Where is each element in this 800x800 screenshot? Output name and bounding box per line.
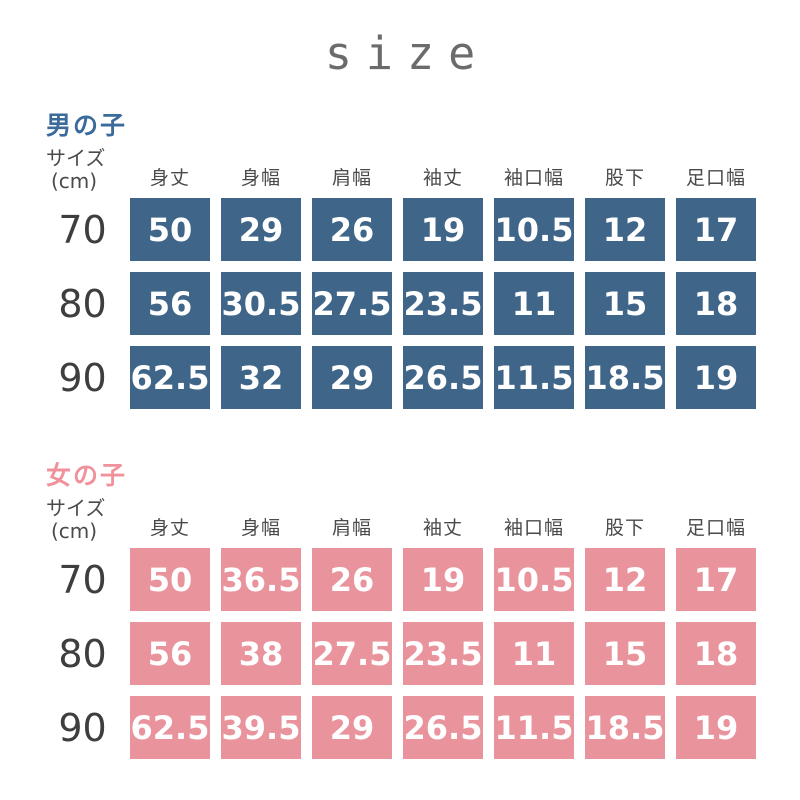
size-cell: 62.5 <box>130 346 210 409</box>
column-header-inseam: 股下 <box>604 517 645 539</box>
column-header-sleeve-length: 袖丈 <box>422 517 463 539</box>
size-unit-label: サイズ (cm) <box>46 147 119 196</box>
girls-header-row: サイズ (cm) 身丈 身幅 肩幅 袖丈 袖口幅 股下 足口幅 <box>46 492 758 546</box>
column-header-cuff-width: 袖口幅 <box>503 167 564 189</box>
column-header-shoulder-width: 肩幅 <box>331 517 372 539</box>
column-header-inseam: 股下 <box>604 167 645 189</box>
boys-section-title: 男の子 <box>46 111 128 140</box>
size-cell: 18 <box>676 622 756 685</box>
size-unit-text: (cm) <box>51 169 98 193</box>
row-label: 70 <box>58 557 107 602</box>
girls-table: 70 50 36.5 26 19 10.5 12 17 80 56 38 27.… <box>46 548 758 759</box>
size-cell: 15 <box>585 622 665 685</box>
size-cell: 10.5 <box>494 198 574 261</box>
size-cell: 62.5 <box>130 696 210 759</box>
row-label: 80 <box>58 631 107 676</box>
column-header-body-length: 身丈 <box>149 517 190 539</box>
size-label-text: サイズ <box>46 146 106 170</box>
size-label-text: サイズ <box>46 496 106 520</box>
size-cell: 23.5 <box>403 272 483 335</box>
size-cell: 18 <box>676 272 756 335</box>
size-cell: 19 <box>676 346 756 409</box>
size-cell: 11 <box>494 622 574 685</box>
size-cell: 56 <box>130 622 210 685</box>
size-cell: 29 <box>312 696 392 759</box>
size-cell: 27.5 <box>312 272 392 335</box>
size-cell: 39.5 <box>221 696 301 759</box>
size-cell: 26.5 <box>403 346 483 409</box>
size-cell: 11 <box>494 272 574 335</box>
size-cell: 11.5 <box>494 346 574 409</box>
size-cell: 18.5 <box>585 696 665 759</box>
size-cell: 12 <box>585 198 665 261</box>
size-cell: 26 <box>312 198 392 261</box>
size-cell: 29 <box>221 198 301 261</box>
row-label: 80 <box>58 281 107 326</box>
column-header-leg-opening: 足口幅 <box>685 517 746 539</box>
girls-section-title: 女の子 <box>46 461 128 490</box>
size-cell: 19 <box>403 548 483 611</box>
size-cell: 19 <box>403 198 483 261</box>
size-cell: 56 <box>130 272 210 335</box>
column-header-leg-opening: 足口幅 <box>685 167 746 189</box>
size-cell: 27.5 <box>312 622 392 685</box>
column-header-sleeve-length: 袖丈 <box>422 167 463 189</box>
size-cell: 29 <box>312 346 392 409</box>
size-cell: 17 <box>676 548 756 611</box>
size-cell: 26.5 <box>403 696 483 759</box>
page-title: size <box>324 27 490 80</box>
boys-table: 70 50 29 26 19 10.5 12 17 80 56 30.5 27.… <box>46 198 758 409</box>
row-label: 90 <box>58 705 107 750</box>
row-label: 70 <box>58 207 107 252</box>
size-cell: 15 <box>585 272 665 335</box>
column-header-shoulder-width: 肩幅 <box>331 167 372 189</box>
column-header-cuff-width: 袖口幅 <box>503 517 564 539</box>
size-unit-label: サイズ (cm) <box>46 497 119 546</box>
size-cell: 38 <box>221 622 301 685</box>
size-cell: 11.5 <box>494 696 574 759</box>
column-header-body-width: 身幅 <box>240 517 281 539</box>
size-cell: 50 <box>130 548 210 611</box>
size-unit-text: (cm) <box>51 519 98 543</box>
size-cell: 10.5 <box>494 548 574 611</box>
row-label: 90 <box>58 355 107 400</box>
size-cell: 18.5 <box>585 346 665 409</box>
column-header-body-width: 身幅 <box>240 167 281 189</box>
size-cell: 50 <box>130 198 210 261</box>
size-cell: 32 <box>221 346 301 409</box>
size-cell: 26 <box>312 548 392 611</box>
column-header-body-length: 身丈 <box>149 167 190 189</box>
size-cell: 17 <box>676 198 756 261</box>
size-cell: 12 <box>585 548 665 611</box>
size-cell: 19 <box>676 696 756 759</box>
size-cell: 23.5 <box>403 622 483 685</box>
boys-header-row: サイズ (cm) 身丈 身幅 肩幅 袖丈 袖口幅 股下 足口幅 <box>46 142 758 196</box>
girls-section: 女の子 サイズ (cm) 身丈 身幅 肩幅 袖丈 袖口幅 股下 足口幅 70 5… <box>46 460 758 759</box>
boys-section: 男の子 サイズ (cm) 身丈 身幅 肩幅 袖丈 袖口幅 股下 足口幅 70 5… <box>46 110 758 409</box>
size-cell: 30.5 <box>221 272 301 335</box>
size-cell: 36.5 <box>221 548 301 611</box>
